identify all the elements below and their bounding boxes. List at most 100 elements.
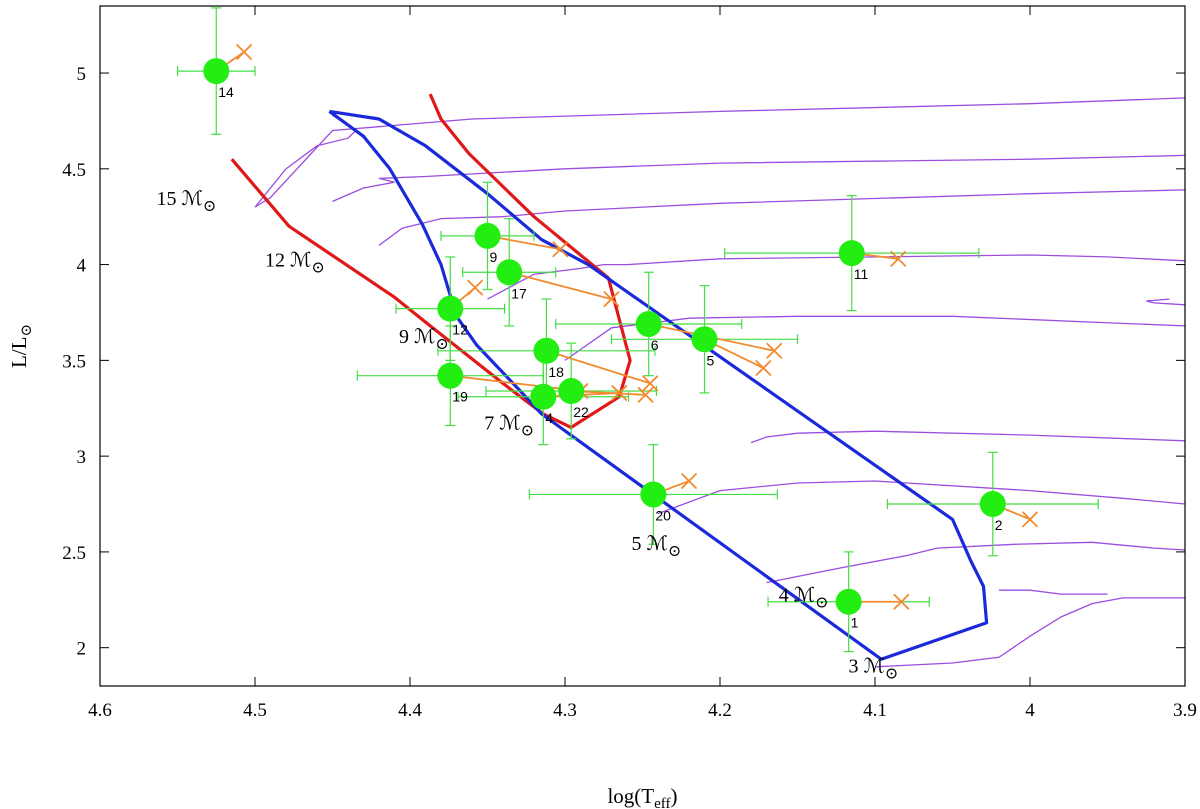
x-tick-label-1: 4.5 bbox=[243, 700, 267, 721]
x-tick-label-5: 4.1 bbox=[863, 700, 887, 721]
star-point-11 bbox=[838, 240, 865, 267]
blue-isochrone-line bbox=[328, 109, 989, 661]
star-id-label-11: 11 bbox=[854, 266, 869, 282]
star-id-label-22: 22 bbox=[573, 404, 589, 420]
model-cross-b-22 bbox=[637, 386, 654, 403]
star-id-labels: 14 9 17 12 18 19 4 22 6 5 11 20 2 1 bbox=[218, 84, 1003, 631]
mass-label-1: 15 ℳ⊙ bbox=[156, 188, 216, 215]
model-cross-b-5 bbox=[755, 360, 772, 376]
x-tick-label-4: 4.2 bbox=[708, 700, 732, 721]
star-id-label-18: 18 bbox=[548, 364, 564, 380]
y-axis-ticks: 2 2.5 3 3.5 4 4.5 5 bbox=[62, 64, 1185, 660]
mass-label-sun-symbol-3: ⊙ bbox=[435, 336, 448, 353]
star-point-20 bbox=[640, 481, 667, 508]
mass-label-2: 12 ℳ⊙ bbox=[265, 250, 325, 277]
star-id-label-4: 4 bbox=[545, 410, 553, 426]
track-line-3 bbox=[378, 189, 1186, 246]
star-id-label-1: 1 bbox=[851, 615, 859, 631]
model-cross-b-11 bbox=[890, 250, 907, 267]
shift-arrow-shaft-17 bbox=[508, 271, 613, 300]
track-line-10 bbox=[1146, 298, 1186, 306]
track-line-2 bbox=[332, 154, 1186, 202]
shift-arrow-shaft-18 bbox=[545, 349, 652, 385]
x-axis-ticks: 4.6 4.5 4.4 4.3 4.2 4.1 4 3.9 bbox=[88, 6, 1197, 721]
star-point-4 bbox=[530, 383, 557, 410]
track-line-6 bbox=[750, 430, 1186, 444]
star-id-label-19: 19 bbox=[452, 389, 468, 405]
y-tick-label-1: 2.5 bbox=[62, 543, 86, 564]
x-tick-label-6: 4 bbox=[1025, 700, 1035, 721]
mass-label-5: 5 ℳ⊙ bbox=[631, 533, 681, 560]
plot-frame bbox=[99, 5, 1186, 687]
star-id-label-9: 9 bbox=[490, 249, 498, 265]
star-point-22 bbox=[558, 378, 585, 405]
isochrones bbox=[230, 93, 989, 661]
mass-labels: 15 ℳ⊙12 ℳ⊙9 ℳ⊙7 ℳ⊙5 ℳ⊙4 ℳ⊙3 ℳ⊙ bbox=[156, 188, 898, 682]
evolutionary-tracks bbox=[254, 97, 1186, 668]
mass-label-4: 7 ℳ⊙ bbox=[484, 412, 534, 439]
star-point-14 bbox=[203, 58, 230, 85]
mass-label-text-6: 4 ℳ bbox=[779, 585, 815, 607]
track-line-8 bbox=[766, 541, 1186, 584]
star-id-label-17: 17 bbox=[511, 285, 527, 301]
y-tick-label-0: 2 bbox=[77, 639, 87, 660]
model-cross-b-9 bbox=[552, 241, 569, 258]
red-isochrone-line bbox=[230, 93, 632, 429]
mass-label-sun-symbol-2: ⊙ bbox=[311, 260, 324, 277]
x-tick-label-3: 4.3 bbox=[553, 700, 577, 721]
mass-label-sun-symbol-6: ⊙ bbox=[815, 595, 828, 612]
star-point-1 bbox=[835, 588, 862, 615]
star-point-18 bbox=[533, 337, 560, 364]
star-point-2 bbox=[979, 491, 1006, 518]
track-line-1 bbox=[254, 97, 1186, 208]
mass-label-sun-symbol-4: ⊙ bbox=[521, 422, 534, 439]
mass-label-sun-symbol-1: ⊙ bbox=[203, 198, 216, 215]
mass-label-sun-symbol-5: ⊙ bbox=[668, 543, 681, 560]
star-id-label-2: 2 bbox=[995, 517, 1003, 533]
star-point-19 bbox=[437, 362, 464, 389]
y-axis-label: L/L⊙ bbox=[7, 324, 35, 368]
x-axis-label: log(Teff) bbox=[607, 784, 677, 809]
star-point-6 bbox=[635, 310, 662, 337]
mass-label-text-3: 9 ℳ bbox=[399, 326, 435, 348]
star-point-17 bbox=[496, 259, 523, 286]
star-id-label-6: 6 bbox=[651, 337, 659, 353]
star-points bbox=[203, 58, 1006, 615]
x-tick-label-0: 4.6 bbox=[88, 700, 112, 721]
model-cross-b-18 bbox=[642, 375, 659, 392]
mass-label-7: 3 ℳ⊙ bbox=[848, 656, 898, 683]
model-cross-b-2 bbox=[1022, 511, 1038, 528]
model-cross-b-1 bbox=[893, 593, 910, 610]
mass-label-text-7: 3 ℳ bbox=[848, 656, 884, 678]
model-cross-b-12 bbox=[467, 279, 484, 296]
mass-label-text-5: 5 ℳ bbox=[631, 533, 667, 555]
track-line-11 bbox=[999, 589, 1108, 595]
track-line-9 bbox=[874, 597, 1185, 668]
y-tick-label-6: 5 bbox=[77, 64, 87, 85]
track-line-5 bbox=[564, 315, 1186, 361]
star-point-12 bbox=[437, 295, 464, 322]
mass-label-text-2: 12 ℳ bbox=[265, 250, 311, 272]
model-cross-b-14 bbox=[236, 44, 253, 60]
x-tick-label-2: 4.4 bbox=[398, 700, 422, 721]
mass-label-text-4: 7 ℳ bbox=[484, 412, 520, 434]
star-id-label-12: 12 bbox=[452, 322, 468, 338]
mass-label-3: 9 ℳ⊙ bbox=[399, 326, 449, 353]
y-tick-label-2: 3 bbox=[77, 447, 87, 468]
mass-label-sun-symbol-7: ⊙ bbox=[885, 666, 898, 683]
mass-label-text-1: 15 ℳ bbox=[156, 188, 202, 210]
y-tick-label-4: 4 bbox=[77, 256, 87, 277]
model-cross-b-20 bbox=[681, 473, 697, 489]
track-line-7 bbox=[657, 480, 1186, 515]
mass-label-6: 4 ℳ⊙ bbox=[779, 585, 829, 612]
star-point-9 bbox=[474, 222, 501, 249]
y-tick-label-3: 3.5 bbox=[62, 351, 86, 372]
y-tick-label-5: 4.5 bbox=[62, 160, 86, 181]
star-id-label-5: 5 bbox=[707, 352, 715, 368]
track-line-4 bbox=[487, 254, 1186, 300]
model-cross-b-6 bbox=[766, 342, 783, 359]
star-point-5 bbox=[691, 326, 718, 353]
star-id-label-20: 20 bbox=[655, 507, 671, 523]
star-id-label-14: 14 bbox=[218, 84, 234, 100]
